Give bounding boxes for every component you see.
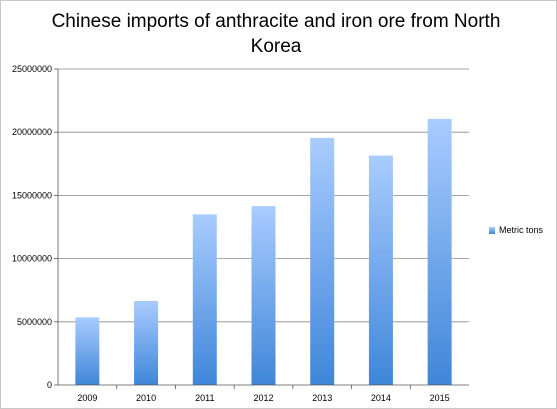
- chart-title: Chinese imports of anthracite and iron o…: [51, 11, 501, 57]
- bar-2014: [368, 155, 393, 385]
- x-tick-label: 2011: [195, 393, 214, 403]
- bar-2010: [134, 300, 159, 385]
- legend-swatch: [489, 227, 495, 234]
- bar-2013: [310, 137, 335, 385]
- y-tick-label: 0: [47, 380, 52, 390]
- x-tick-label: 2015: [430, 393, 450, 403]
- bar-2012: [251, 206, 276, 385]
- legend-label: Metric tons: [499, 225, 544, 235]
- y-tick-label: 25000000: [12, 64, 52, 74]
- x-tick-label: 2014: [371, 393, 391, 403]
- x-tick-label: 2010: [136, 393, 156, 403]
- bars: [75, 118, 452, 385]
- bar-2011: [192, 214, 217, 385]
- y-tick-label: 20000000: [12, 127, 52, 137]
- x-tick-label: 2012: [253, 393, 273, 403]
- y-tick-label: 5000000: [17, 317, 52, 327]
- y-tick-label: 10000000: [12, 254, 52, 264]
- x-tick-label: 2009: [77, 393, 97, 403]
- bar-2009: [75, 317, 100, 385]
- x-tick-label: 2013: [312, 393, 332, 403]
- legend: Metric tons: [489, 225, 544, 235]
- axes: 0 5000000 10000000 15000000 20000000 25000000…: [12, 64, 469, 403]
- bar-2015: [427, 118, 452, 385]
- y-tick-label: 15000000: [12, 190, 52, 200]
